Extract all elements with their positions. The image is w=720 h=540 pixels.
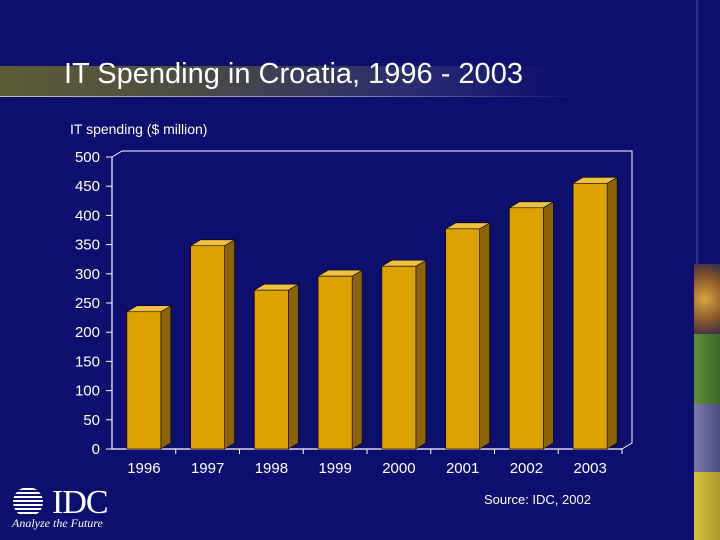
bar-side xyxy=(479,222,490,450)
logo-wordmark: IDC xyxy=(52,484,109,521)
y-tick-label: 350 xyxy=(75,237,100,254)
y-tick-label: 100 xyxy=(75,383,100,400)
x-tick-label: 2001 xyxy=(446,460,479,477)
x-tick-label: 1997 xyxy=(191,460,224,477)
idc-logo: IDC Analyze the Future xyxy=(12,484,122,530)
bar-side xyxy=(224,239,235,450)
logo-tagline: Analyze the Future xyxy=(12,516,103,530)
bar-front xyxy=(572,182,608,450)
bar-side xyxy=(160,305,172,450)
y-tick-label: 500 xyxy=(75,149,100,166)
bar xyxy=(317,269,364,450)
decorative-stripe xyxy=(694,0,720,540)
bar-front xyxy=(254,289,289,450)
y-axis-ticks: 0 50 100 150 200 250 300 350 400 450 500 xyxy=(75,149,112,458)
x-tick-label: 2003 xyxy=(573,460,606,477)
bar-front xyxy=(190,245,225,450)
bar-front xyxy=(317,275,353,450)
bars xyxy=(125,176,619,450)
bar-front xyxy=(445,228,480,450)
y-tick-label: 150 xyxy=(75,353,100,370)
y-tick-label: 50 xyxy=(83,412,100,429)
slide-title: IT Spending in Croatia, 1996 - 2003 xyxy=(64,58,523,90)
bar xyxy=(253,283,300,450)
bar-front xyxy=(126,311,162,450)
bar xyxy=(444,222,491,450)
title-band xyxy=(0,66,560,96)
bar-side xyxy=(351,269,363,450)
y-tick-label: 300 xyxy=(75,266,100,283)
title-underline xyxy=(0,96,580,97)
bar-front xyxy=(381,265,417,450)
plot-back-wall xyxy=(111,150,633,450)
y-tick-label: 250 xyxy=(75,295,100,312)
x-tick-label: 1998 xyxy=(255,460,288,477)
x-tick-label: 1999 xyxy=(318,460,351,477)
bar-side xyxy=(606,176,618,450)
x-tick-label: 2002 xyxy=(510,460,543,477)
bar-side xyxy=(415,259,427,450)
bar xyxy=(380,259,427,450)
x-tick-label: 2000 xyxy=(382,460,415,477)
bar-side xyxy=(288,283,299,450)
y-tick-label: 450 xyxy=(75,178,100,195)
source-note: Source: IDC, 2002 xyxy=(484,492,591,507)
x-tick-label: 1996 xyxy=(127,460,160,477)
globe-icon xyxy=(13,488,43,514)
y-tick-label: 200 xyxy=(75,324,100,341)
bar xyxy=(508,201,555,450)
y-tick-label: 400 xyxy=(75,207,100,224)
x-axis-ticks: 1996 1997 1998 1999 2000 2001 2002 2003 xyxy=(127,449,623,477)
plot-frame xyxy=(111,150,633,450)
bar-front xyxy=(509,207,544,450)
y-axis-label: IT spending ($ million) xyxy=(70,121,207,137)
bar xyxy=(572,176,619,450)
bar xyxy=(125,305,172,450)
y-tick-label: 0 xyxy=(92,441,100,458)
bar-side xyxy=(543,201,554,450)
bar xyxy=(189,239,236,450)
